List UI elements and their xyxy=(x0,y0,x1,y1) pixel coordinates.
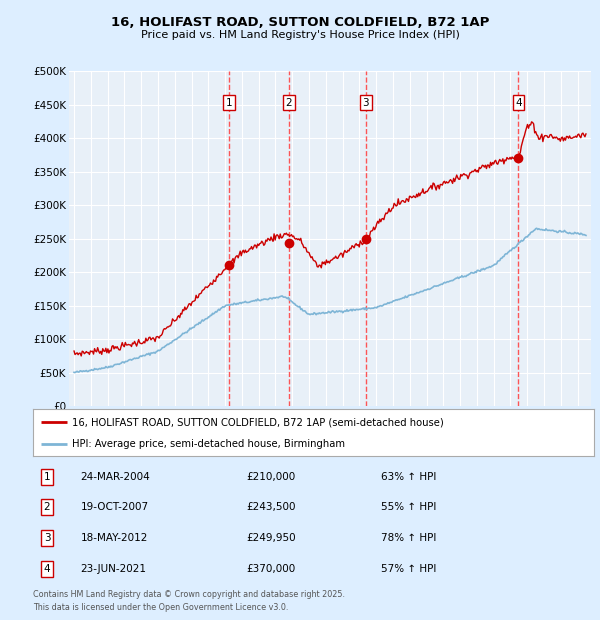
Text: 24-MAR-2004: 24-MAR-2004 xyxy=(80,472,151,482)
Text: 1: 1 xyxy=(44,472,50,482)
Text: 19-OCT-2007: 19-OCT-2007 xyxy=(80,502,149,512)
Text: 3: 3 xyxy=(362,98,369,108)
Text: HPI: Average price, semi-detached house, Birmingham: HPI: Average price, semi-detached house,… xyxy=(72,439,345,449)
Text: £249,950: £249,950 xyxy=(246,533,296,542)
Text: Price paid vs. HM Land Registry's House Price Index (HPI): Price paid vs. HM Land Registry's House … xyxy=(140,30,460,40)
Text: 55% ↑ HPI: 55% ↑ HPI xyxy=(381,502,436,512)
Text: This data is licensed under the Open Government Licence v3.0.: This data is licensed under the Open Gov… xyxy=(33,603,289,612)
Text: 78% ↑ HPI: 78% ↑ HPI xyxy=(381,533,436,542)
Text: 4: 4 xyxy=(515,98,522,108)
Text: 63% ↑ HPI: 63% ↑ HPI xyxy=(381,472,436,482)
Text: 3: 3 xyxy=(44,533,50,542)
Text: 16, HOLIFAST ROAD, SUTTON COLDFIELD, B72 1AP (semi-detached house): 16, HOLIFAST ROAD, SUTTON COLDFIELD, B72… xyxy=(72,417,444,427)
Text: 18-MAY-2012: 18-MAY-2012 xyxy=(80,533,148,542)
Text: 16, HOLIFAST ROAD, SUTTON COLDFIELD, B72 1AP: 16, HOLIFAST ROAD, SUTTON COLDFIELD, B72… xyxy=(111,16,489,29)
Text: 57% ↑ HPI: 57% ↑ HPI xyxy=(381,564,436,574)
Text: £370,000: £370,000 xyxy=(246,564,295,574)
Text: £243,500: £243,500 xyxy=(246,502,296,512)
Text: 23-JUN-2021: 23-JUN-2021 xyxy=(80,564,146,574)
Text: Contains HM Land Registry data © Crown copyright and database right 2025.: Contains HM Land Registry data © Crown c… xyxy=(33,590,345,600)
Text: 2: 2 xyxy=(286,98,292,108)
Text: 1: 1 xyxy=(226,98,232,108)
Text: 4: 4 xyxy=(44,564,50,574)
Text: 2: 2 xyxy=(44,502,50,512)
Text: £210,000: £210,000 xyxy=(246,472,295,482)
